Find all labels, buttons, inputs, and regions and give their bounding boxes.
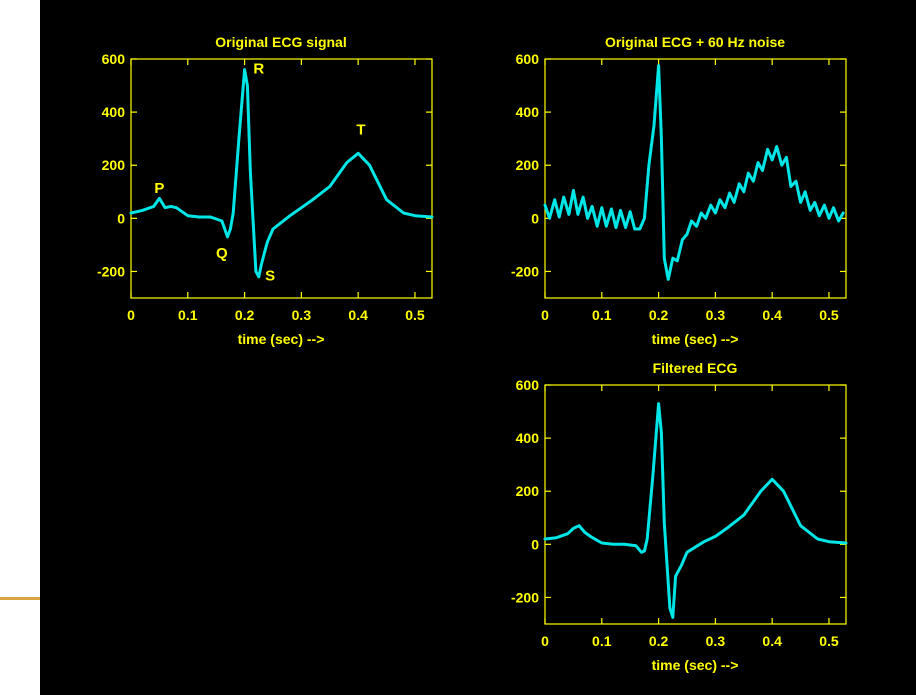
x-tick-label: 0.1	[592, 633, 612, 649]
plot-frame	[130, 58, 433, 299]
y-tick-label: 400	[516, 104, 540, 120]
x-tick-label: 0.3	[706, 633, 726, 649]
figure-canvas: Original ECG signal time (sec) --> 0 0.1 0…	[40, 0, 916, 695]
x-axis-label: time (sec) -->	[652, 331, 739, 347]
y-tick-label: 400	[516, 430, 540, 446]
y-tick-label: 0	[117, 210, 125, 226]
wave-annotation-s: S	[265, 268, 275, 285]
y-tick-label: 0	[531, 536, 539, 552]
wave-annotation-t: T	[356, 122, 365, 139]
y-tick-label: 600	[102, 51, 126, 67]
chart-title: Original ECG signal	[215, 34, 346, 50]
x-axis-label: time (sec) -->	[652, 657, 739, 673]
x-tick-label: 0	[127, 307, 135, 323]
x-tick-label: 0.3	[292, 307, 312, 323]
x-tick-label: 0.1	[178, 307, 198, 323]
plot-frame	[544, 384, 847, 625]
x-tick-label: 0.3	[706, 307, 726, 323]
y-tick-label: 200	[516, 157, 540, 173]
panel-filtered-ecg: Filtered ECG time (sec) --> 0 0.1 0.2 0.3 0.…	[511, 360, 848, 673]
y-tick-label: 0	[531, 210, 539, 226]
y-tick-label: 200	[102, 157, 126, 173]
x-tick-label: 0.1	[592, 307, 612, 323]
y-tick-label: -200	[511, 589, 539, 605]
x-tick-label: 0.5	[405, 307, 425, 323]
wave-annotation-r: R	[253, 61, 264, 78]
panel-original-ecg: Original ECG signal time (sec) --> 0 0.1 0…	[97, 34, 434, 347]
ecg-trace-line	[543, 64, 845, 281]
wave-annotation-q: Q	[216, 245, 228, 262]
y-tick-label: 400	[102, 104, 126, 120]
y-tick-label: 600	[516, 51, 540, 67]
x-tick-label: 0.2	[649, 307, 669, 323]
y-tick-label: 600	[516, 377, 540, 393]
panel-ecg-with-noise: Original ECG + 60 Hz noise time (sec) --…	[511, 34, 847, 347]
x-tick-label: 0.5	[819, 633, 839, 649]
x-tick-label: 0.2	[649, 633, 669, 649]
y-tick-label: 200	[516, 483, 540, 499]
chart-title: Filtered ECG	[653, 360, 738, 376]
x-tick-label: 0.4	[348, 307, 368, 323]
x-tick-label: 0.4	[762, 633, 782, 649]
accent-rule	[0, 597, 40, 600]
wave-annotation-p: P	[154, 180, 164, 197]
x-tick-label: 0.5	[819, 307, 839, 323]
y-tick-label: -200	[511, 263, 539, 279]
ecg-trace-line	[129, 68, 434, 279]
x-tick-label: 0.4	[762, 307, 782, 323]
plot-frame	[544, 58, 847, 299]
x-axis-label: time (sec) -->	[238, 331, 325, 347]
x-tick-label: 0	[541, 633, 549, 649]
y-tick-label: -200	[97, 263, 125, 279]
figure-svg: Original ECG signal time (sec) --> 0 0.1 0…	[97, 34, 848, 673]
ecg-trace-line	[543, 402, 848, 619]
x-tick-label: 0.2	[235, 307, 255, 323]
chart-title: Original ECG + 60 Hz noise	[605, 34, 785, 50]
x-tick-label: 0	[541, 307, 549, 323]
